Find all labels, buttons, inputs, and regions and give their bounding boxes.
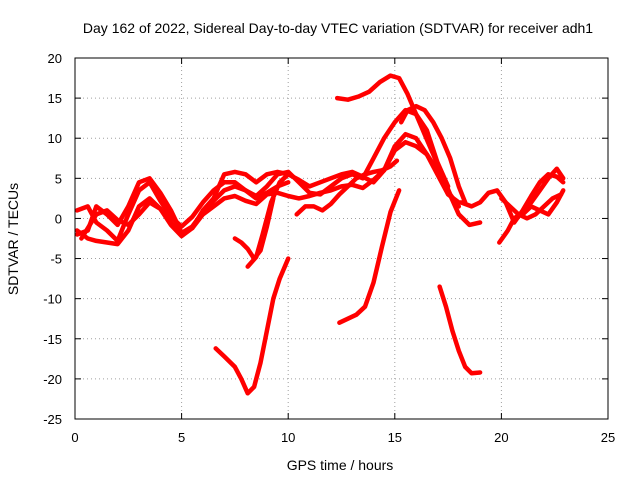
series-arc-16	[499, 192, 564, 221]
y-tick-label: -25	[43, 412, 62, 427]
x-tick-label: 15	[388, 430, 402, 445]
x-tick-label: 0	[71, 430, 78, 445]
series-arc-12	[437, 284, 483, 376]
axes: 0 5 10 15 20 25 -25 -20 -15 -10 -5 0 5 10 15 20	[43, 51, 615, 445]
x-axis-label: GPS time / hours	[287, 457, 394, 473]
y-tick-label: 20	[48, 51, 62, 66]
series-arc-6	[398, 103, 468, 205]
x-tick-label: 5	[178, 430, 185, 445]
series-arc-9	[245, 172, 291, 269]
series-arc-15	[520, 188, 566, 217]
y-tick-label: 0	[55, 211, 62, 226]
series-arc-2	[74, 107, 451, 244]
series-arc-11	[337, 188, 402, 325]
x-tick-label: 25	[601, 430, 615, 445]
series-arc-10	[213, 256, 291, 396]
y-tick-label: 5	[55, 171, 62, 186]
y-tick-label: -5	[50, 252, 62, 267]
series-arc-5	[334, 73, 462, 209]
x-tick-label: 10	[281, 430, 295, 445]
series-arc-7	[294, 158, 400, 217]
y-tick-label: 15	[48, 91, 62, 106]
y-tick-label: -10	[43, 292, 62, 307]
x-tick-label: 20	[494, 430, 508, 445]
plot-frame	[74, 57, 609, 420]
chart-title: Day 162 of 2022, Sidereal Day-to-day VTE…	[83, 20, 593, 36]
y-tick-label: -15	[43, 332, 62, 347]
series-arc-1	[74, 131, 462, 237]
y-axis-label: SDTVAR / TECUs	[5, 183, 21, 295]
y-tick-label: -20	[43, 372, 62, 387]
series-arc-4	[79, 180, 291, 241]
plot-area	[74, 73, 566, 396]
y-tick-label: 10	[48, 131, 62, 146]
series-arc-14	[497, 166, 566, 245]
grid	[75, 58, 608, 419]
